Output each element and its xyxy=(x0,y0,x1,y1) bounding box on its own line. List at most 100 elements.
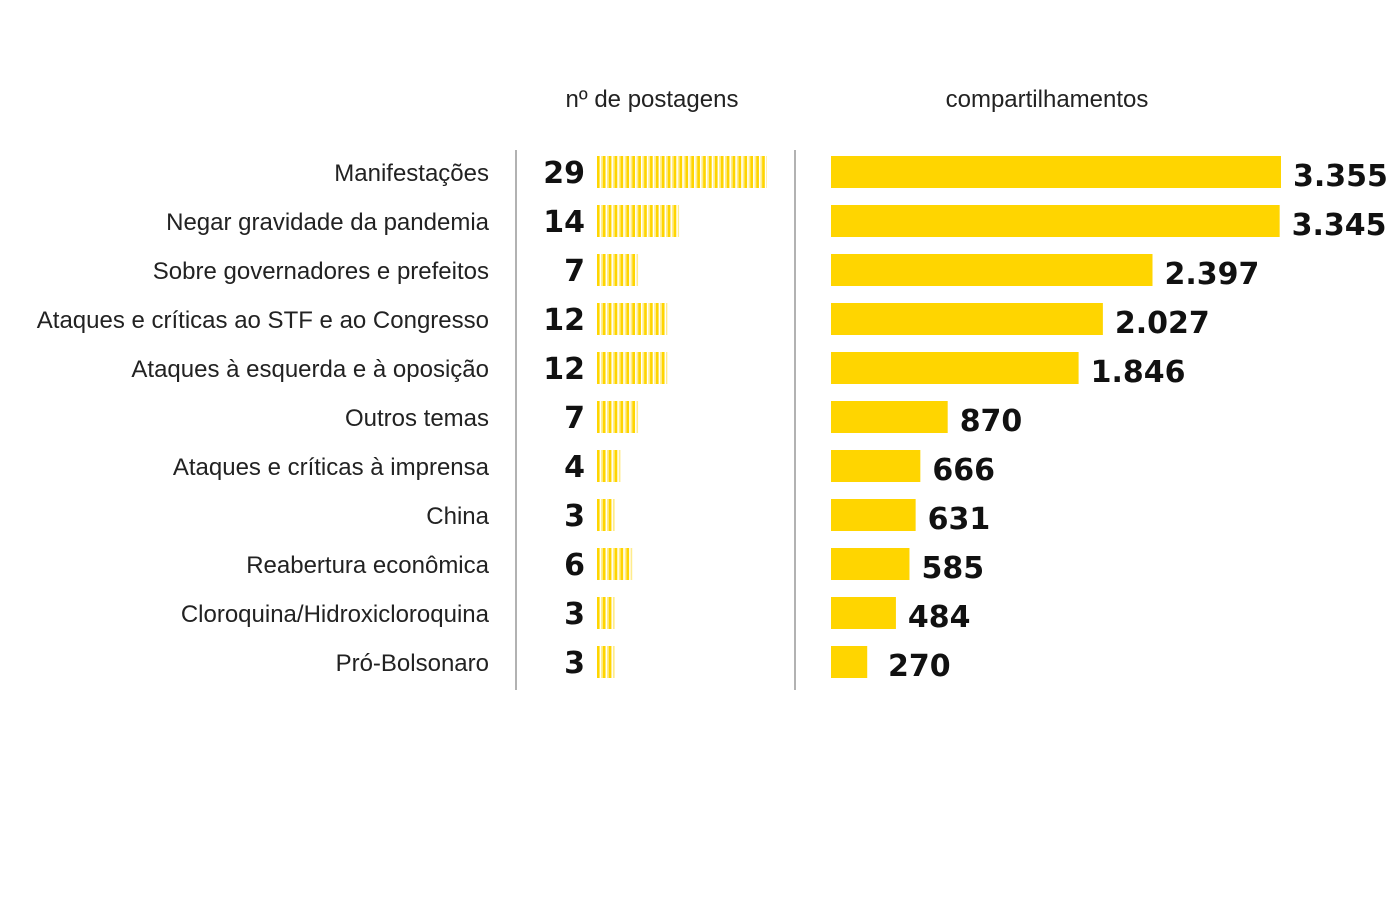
posts-bar-tick xyxy=(664,205,668,237)
posts-bar xyxy=(597,205,680,237)
posts-bar xyxy=(597,303,668,335)
posts-bar-tick xyxy=(605,401,609,433)
posts-value-label: 29 xyxy=(543,156,585,191)
posts-bar-tick xyxy=(611,548,615,580)
posts-bar-tick xyxy=(599,254,603,286)
posts-bar-tick xyxy=(635,401,639,433)
posts-bar-tick xyxy=(664,303,668,335)
posts-bar-tick xyxy=(605,205,609,237)
posts-bar-tick xyxy=(717,156,721,188)
posts-bar-tick xyxy=(599,548,603,580)
posts-bar-tick xyxy=(617,303,621,335)
shares-value-label: 631 xyxy=(928,502,991,537)
posts-bar-tick xyxy=(629,156,633,188)
posts-bar xyxy=(597,401,639,433)
posts-bar-tick xyxy=(599,499,603,531)
posts-bar-tick xyxy=(747,156,751,188)
shares-value-label: 870 xyxy=(960,404,1023,439)
shares-bar xyxy=(831,254,1153,286)
posts-value-label: 12 xyxy=(543,303,585,338)
posts-bar-tick xyxy=(611,156,615,188)
category-label: Negar gravidade da pandemia xyxy=(166,209,490,236)
posts-bar-tick xyxy=(605,156,609,188)
posts-bar-tick xyxy=(599,303,603,335)
posts-bar-tick xyxy=(599,205,603,237)
posts-bar xyxy=(597,499,615,531)
posts-bar-tick xyxy=(699,156,704,188)
posts-bar-tick xyxy=(629,254,633,286)
posts-bar-tick xyxy=(694,156,698,188)
shares-value-label: 270 xyxy=(888,649,951,684)
shares-bar xyxy=(831,352,1079,384)
posts-bar-tick xyxy=(635,205,639,237)
posts-bar-tick xyxy=(670,156,674,188)
posts-value-label: 7 xyxy=(564,401,585,436)
header-postagens: nº de postagens xyxy=(566,86,739,113)
posts-bar-tick xyxy=(611,352,615,384)
posts-bar-tick xyxy=(658,205,662,237)
category-label: Manifestações xyxy=(334,160,489,187)
posts-bar-tick xyxy=(623,303,627,335)
posts-bar-tick xyxy=(605,548,609,580)
shares-bar xyxy=(831,303,1103,335)
posts-bar-tick xyxy=(611,597,615,629)
posts-value-label: 3 xyxy=(564,646,585,681)
shares-bar xyxy=(831,401,948,433)
posts-bar-tick xyxy=(617,450,621,482)
chart-row: Pró-Bolsonaro 3 270 xyxy=(336,646,951,684)
shares-value-label: 3.355 xyxy=(1293,159,1388,194)
category-label: China xyxy=(426,503,489,530)
posts-bar-tick xyxy=(617,205,621,237)
shares-value-label: 2.397 xyxy=(1165,257,1260,292)
posts-bar-tick xyxy=(658,156,662,188)
posts-bar-tick xyxy=(611,401,615,433)
posts-bar xyxy=(597,548,633,580)
posts-bar-tick xyxy=(735,156,739,188)
posts-bar-tick xyxy=(605,450,609,482)
chart-row: Manifestações 29 3.355 xyxy=(334,156,1388,194)
posts-value-label: 3 xyxy=(564,499,585,534)
posts-bar-tick xyxy=(611,499,615,531)
posts-bar-tick xyxy=(623,156,627,188)
posts-bar-tick xyxy=(605,352,609,384)
posts-bar-tick xyxy=(635,352,639,384)
posts-bar-tick xyxy=(723,156,727,188)
posts-bar xyxy=(597,352,668,384)
posts-bar-tick xyxy=(599,352,603,384)
posts-bar-tick xyxy=(764,156,769,188)
category-label: Cloroquina/Hidroxicloroquina xyxy=(181,601,490,628)
posts-bar-tick xyxy=(599,646,603,678)
posts-bar-tick xyxy=(623,205,627,237)
posts-bar-tick xyxy=(629,548,633,580)
posts-bar-tick xyxy=(605,303,609,335)
category-label: Reabertura econômica xyxy=(246,552,489,579)
posts-bar xyxy=(597,597,615,629)
category-label: Ataques e críticas ao STF e ao Congresso xyxy=(37,307,489,334)
posts-bar-tick xyxy=(611,205,615,237)
posts-bar-tick xyxy=(629,205,633,237)
posts-bar-tick xyxy=(635,156,639,188)
shares-value-label: 3.345 xyxy=(1292,208,1387,243)
posts-bar-tick xyxy=(611,303,615,335)
posts-bar-tick xyxy=(640,156,645,188)
posts-bar-tick xyxy=(676,205,680,237)
posts-bar-tick xyxy=(629,401,633,433)
header-compartilhamentos: compartilhamentos xyxy=(946,86,1149,113)
posts-bar-tick xyxy=(617,352,621,384)
posts-value-label: 3 xyxy=(564,597,585,632)
posts-bar-tick xyxy=(629,303,633,335)
posts-bar-tick xyxy=(652,352,656,384)
category-label: Ataques e críticas à imprensa xyxy=(173,454,490,481)
posts-bar-tick xyxy=(705,156,710,188)
posts-bar-tick xyxy=(617,254,621,286)
posts-bar-tick xyxy=(711,156,715,188)
posts-bar-tick xyxy=(652,303,656,335)
shares-value-label: 2.027 xyxy=(1115,306,1210,341)
posts-bar-tick xyxy=(664,352,668,384)
shares-bar xyxy=(831,646,868,678)
shares-bar xyxy=(831,499,916,531)
chart-row: Negar gravidade da pandemia 14 3.345 xyxy=(166,205,1387,243)
category-label: Ataques à esquerda e à oposição xyxy=(131,356,489,383)
posts-bar-tick xyxy=(664,156,668,188)
posts-bar-tick xyxy=(611,646,615,678)
